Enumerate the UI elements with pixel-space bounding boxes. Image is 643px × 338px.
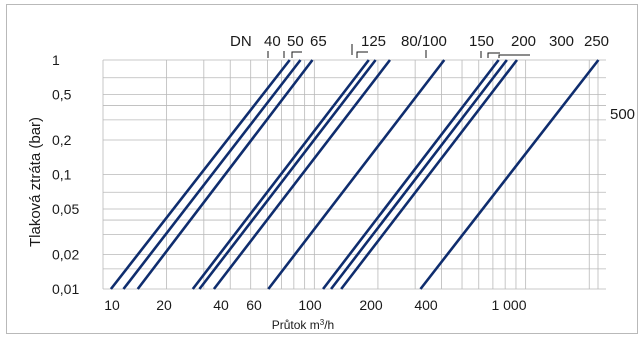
x-axis-label: Průtok m3/h [272,318,334,333]
series-line-dn-150 [267,59,446,290]
callout-bracket [291,51,302,58]
y-tick-label: 0,02 [52,247,79,263]
dn-size-label: 250 [584,33,609,50]
chart-frame [6,4,638,334]
dn-size-label: 500 [610,106,635,123]
chart-grid [102,59,606,290]
y-tick-label: 0,01 [52,281,79,297]
y-tick-label: 0,5 [52,86,72,102]
callout-bracket [356,51,368,58]
series-line-dn-65 [136,59,314,290]
y-tick-label: 0,2 [52,132,72,148]
dn-size-label: 125 [361,33,386,50]
series-line-dn-100 [212,59,391,290]
x-tick-label: 10 [104,297,120,313]
x-tick-label: 400 [414,297,438,313]
y-tick-label: 0,05 [52,201,79,217]
dn-size-label: 50 [287,33,304,50]
dn-size-label: 80/100 [401,33,447,50]
chart-callouts [267,44,530,58]
dn-size-label: 65 [310,33,327,50]
x-tick-label: 1 000 [491,297,526,313]
dn-size-label: 150 [469,33,494,50]
series-line-dn-50 [122,59,302,290]
series-line-dn-80 [198,59,377,290]
dn-size-label: 200 [511,33,536,50]
y-tick-label: 1 [52,52,60,68]
series-line-dn-200 [322,59,500,290]
x-tick-label: 20 [156,297,172,313]
x-tick-label: 40 [213,297,229,313]
series-line-dn-40 [109,59,291,290]
chart-series [109,59,600,290]
y-tick-label: 0,1 [52,167,72,183]
x-tick-label: 100 [298,297,322,313]
series-line-dn-125 [191,59,370,290]
dn-label: DN [230,33,252,50]
callout-bracket [487,52,500,58]
series-line-dn-500 [419,59,600,290]
dn-size-label: 300 [549,33,574,50]
dn-size-label: 40 [264,33,281,50]
y-axis-label: Tlaková ztráta (bar) [27,117,44,247]
chart-axis-text: Tlaková ztráta (bar) Průtok m3/h 0,01 0,0… [27,33,635,332]
callout-bracket [498,54,530,58]
x-tick-label: 60 [246,297,262,313]
x-tick-label: 200 [359,297,383,313]
series-line-dn-300 [330,59,508,290]
series-line-dn-250 [340,59,519,290]
